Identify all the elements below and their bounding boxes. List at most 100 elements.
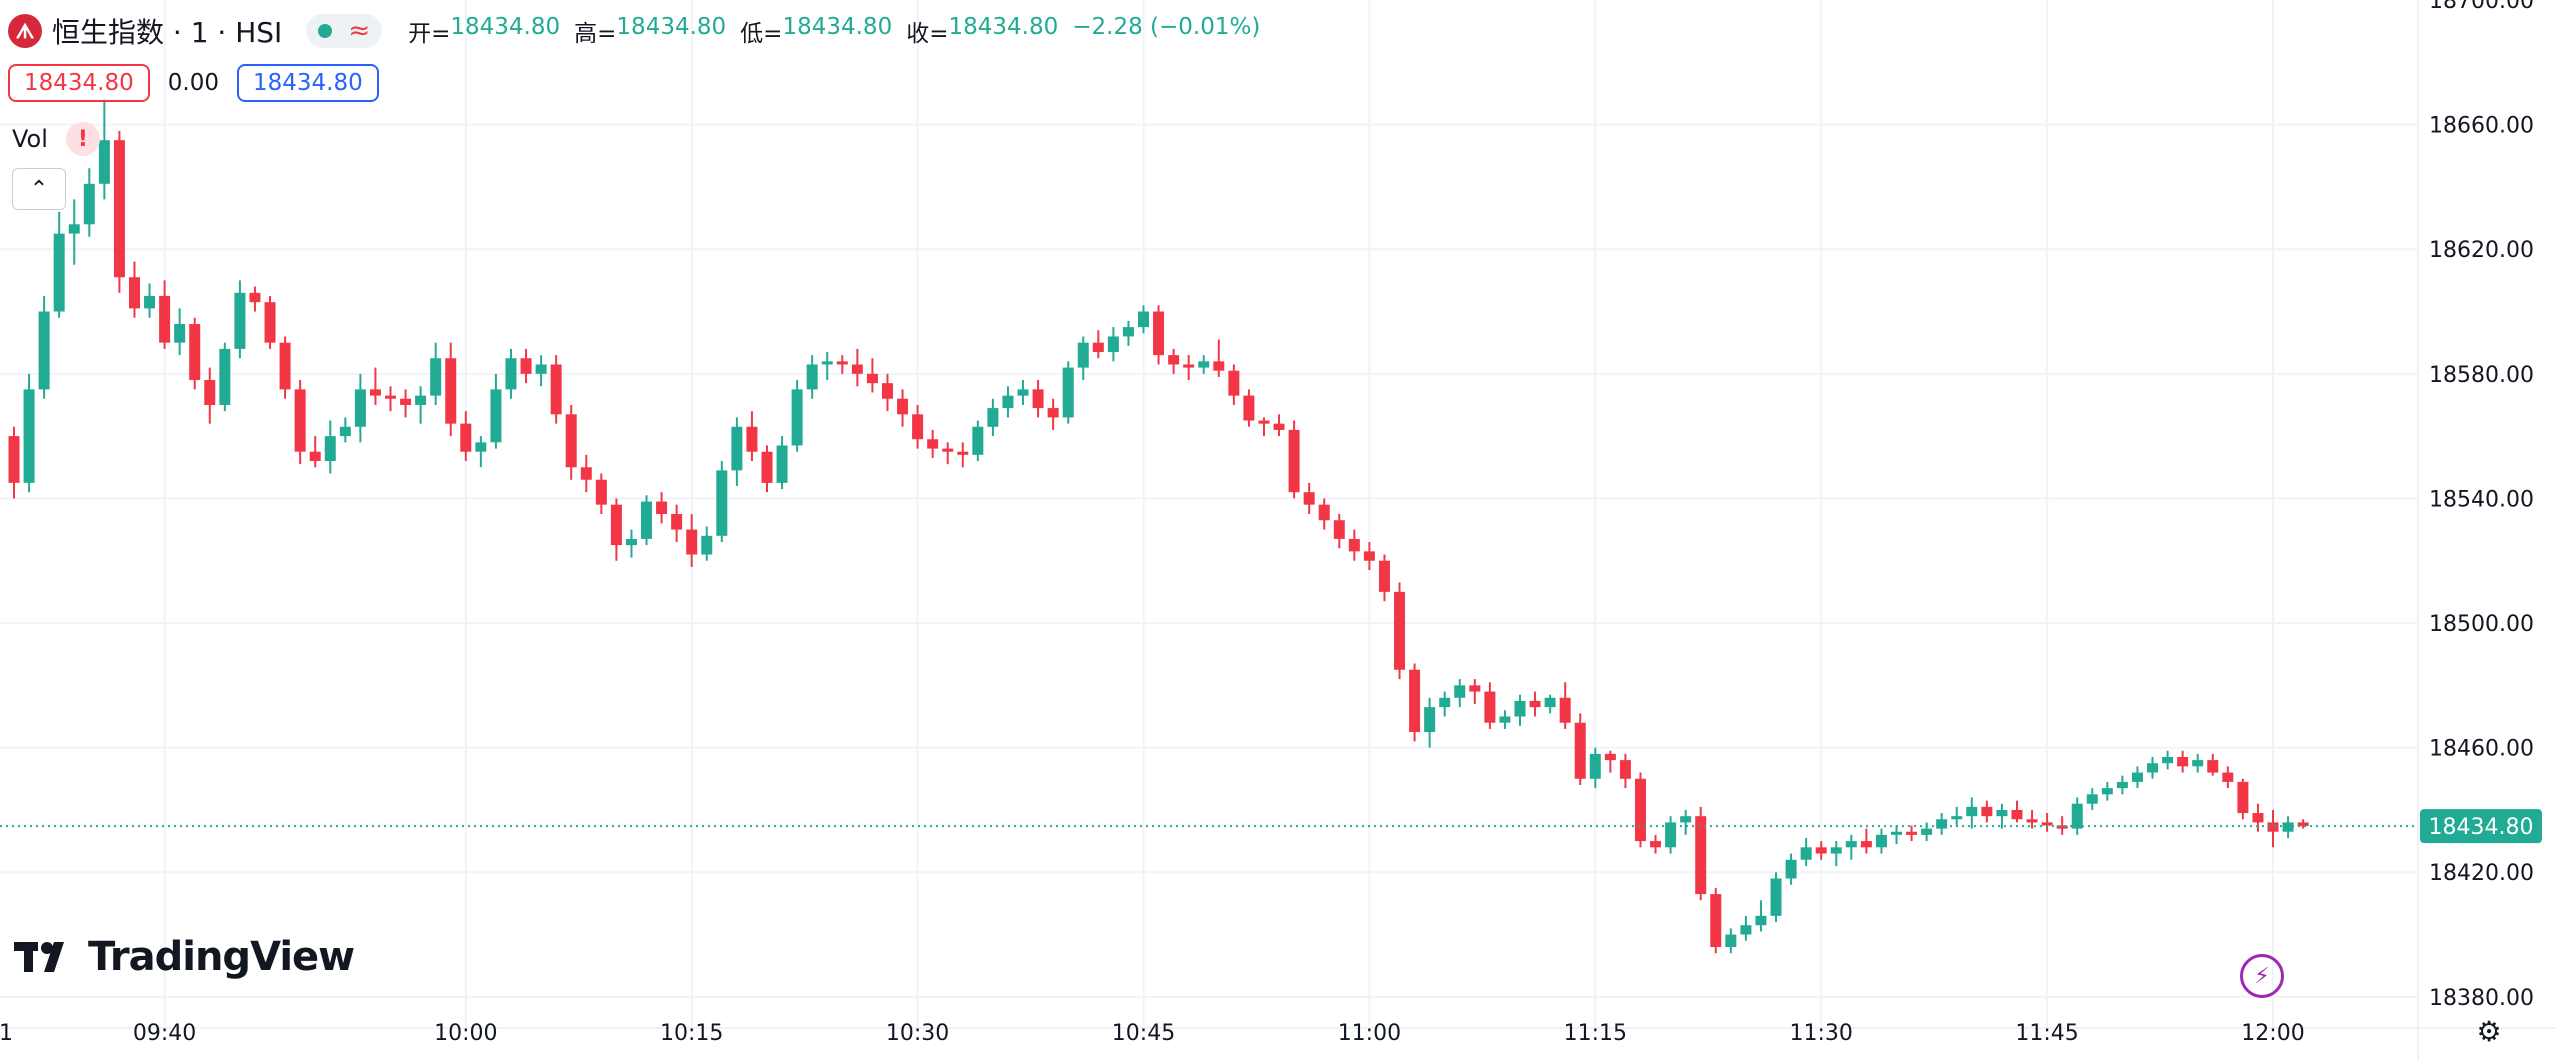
candle-body[interactable] [2237,781,2249,814]
candle-body[interactable] [746,426,758,452]
candle-body[interactable] [942,448,954,452]
sell-button[interactable]: 18434.80 [8,64,150,102]
candle-body[interactable] [1153,311,1165,356]
volume-label[interactable]: Vol [12,125,48,153]
candle-body[interactable] [2177,756,2189,767]
candle-body[interactable] [1363,551,1375,561]
candle-body[interactable] [1695,816,1707,895]
candle-body[interactable] [1062,367,1074,418]
candle-body[interactable] [1665,822,1677,848]
symbol-title[interactable]: 恒生指数 · 1 · HSI [52,16,283,49]
candle-body[interactable] [1891,831,1902,835]
candle-body[interactable] [520,358,532,374]
candle-body[interactable] [1785,859,1797,879]
candle-body[interactable] [1002,395,1014,409]
candle-body[interactable] [1680,816,1692,823]
candle-body[interactable] [1258,420,1270,424]
candle-body[interactable] [1439,697,1451,708]
candle-body[interactable] [972,426,984,455]
candle-body[interactable] [279,342,291,390]
candle-body[interactable] [912,414,924,440]
candle-body[interactable] [204,380,216,405]
candle-body[interactable] [866,373,878,384]
candle-body[interactable] [957,451,969,455]
candle-body[interactable] [1469,685,1481,692]
candle-body[interactable] [1815,847,1827,854]
candle-body[interactable] [1454,685,1466,698]
candle-body[interactable] [1951,816,1963,820]
candle-body[interactable] [505,358,517,390]
candle-body[interactable] [113,140,125,278]
candle-body[interactable] [927,439,939,449]
candle-body[interactable] [1619,760,1631,779]
candle-body[interactable] [2192,760,2204,767]
candle-body[interactable] [1770,878,1782,916]
candle-body[interactable] [68,224,80,234]
candle-body[interactable] [716,470,728,536]
candle-body[interactable] [821,361,833,365]
candle-body[interactable] [144,295,156,309]
candle-body[interactable] [625,538,637,546]
candle-body[interactable] [1860,841,1872,848]
candle-body[interactable] [339,426,351,437]
candle-body[interactable] [1966,806,1978,817]
candle-body[interactable] [1484,691,1496,723]
candle-body[interactable] [2056,825,2068,829]
candle-body[interactable] [1047,408,1059,418]
candle-body[interactable] [791,389,803,446]
candle-body[interactable] [2026,819,2038,823]
candle-body[interactable] [219,348,231,405]
lightning-button[interactable]: ⚡ [2240,954,2284,998]
candle-body[interactable] [2297,822,2309,827]
candle-body[interactable] [806,364,818,390]
candle-body[interactable] [1032,389,1044,409]
candle-body[interactable] [1288,429,1300,493]
collapse-legend-button[interactable]: ⌃ [12,168,66,210]
candle-body[interactable] [686,529,698,555]
candle-body[interactable] [460,423,472,452]
candle-body[interactable] [1604,753,1616,761]
warning-icon[interactable]: ! [65,122,100,156]
candle-body[interactable] [987,408,999,427]
candle-body[interactable] [641,501,653,539]
candle-body[interactable] [1800,847,1812,860]
tradingview-logo[interactable]: TradingView [14,934,355,980]
candle-body[interactable] [53,233,65,312]
candle-body[interactable] [249,292,261,303]
candle-body[interactable] [1138,311,1149,328]
candle-body[interactable] [1740,925,1752,935]
candle-body[interactable] [1875,834,1887,848]
candle-body[interactable] [475,442,487,452]
candle-body[interactable] [1906,831,1918,835]
candle-body[interactable] [430,358,442,396]
candle-body[interactable] [83,183,95,225]
candle-body[interactable] [2041,822,2053,826]
candle-body[interactable] [2131,772,2143,782]
candle-body[interactable] [1017,389,1029,396]
candle-body[interactable] [490,389,502,443]
candle-body[interactable] [309,451,321,462]
candle-body[interactable] [851,364,863,374]
candle-body[interactable] [2101,788,2113,795]
candle-body[interactable] [1634,778,1646,842]
candle-body[interactable] [1122,327,1134,337]
candle-body[interactable] [324,436,336,462]
candle-body[interactable] [1650,841,1662,848]
candle-body[interactable] [836,361,848,365]
candle-body[interactable] [1213,361,1225,371]
candle-body[interactable] [1996,809,2008,817]
candle-body[interactable] [1499,716,1511,723]
candle-body[interactable] [1574,722,1586,779]
candle-body[interactable] [385,395,396,399]
candle-body[interactable] [174,323,186,343]
candle-body[interactable] [2267,822,2279,832]
candle-body[interactable] [565,414,577,468]
candle-body[interactable] [1183,364,1195,368]
candle-body[interactable] [671,514,683,530]
market-status-pill[interactable]: ≈ [306,14,383,48]
candle-body[interactable] [1936,819,1948,829]
buy-button[interactable]: 18434.80 [236,64,379,102]
candle-body[interactable] [1710,894,1722,948]
candle-body[interactable] [2252,813,2264,823]
